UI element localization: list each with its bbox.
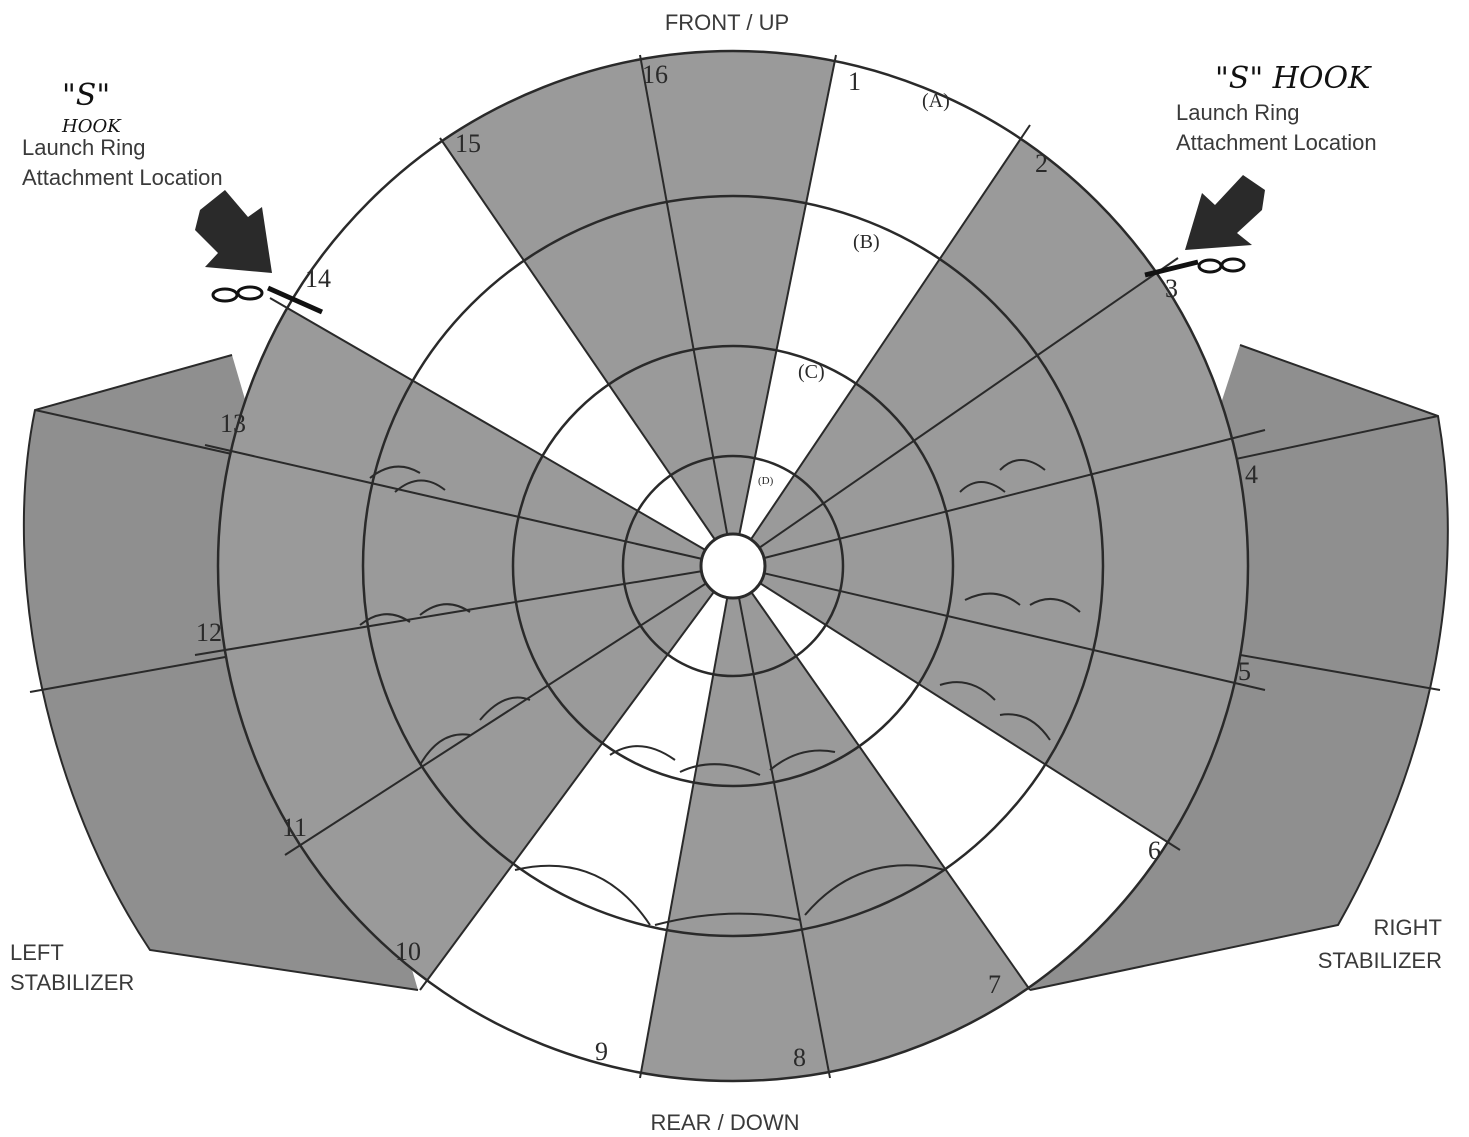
right-hook-label-line2: Attachment Location [1176,130,1377,155]
shaded-gore [218,420,733,673]
shaded-gore [621,566,850,1081]
gore-seam [439,137,734,567]
gore-number-16: 16 [642,60,668,89]
gore-number-1: 1 [848,67,861,96]
left-stabilizer-label-line2: STABILIZER [10,970,134,995]
gore-seam [732,257,1179,567]
ring-label-b: (B) [853,231,880,253]
gore-seam [732,565,1181,851]
vent-hole [699,532,767,600]
gore-seam [639,54,734,567]
gore-seam [194,565,734,656]
gore-number-4: 4 [1245,460,1258,489]
shaded-gore [621,51,857,566]
gore-number-12: 12 [196,618,222,647]
gore-seam [419,565,734,991]
right-stabilizer-label-line1: RIGHT [1374,915,1442,940]
ring-c-outline [511,344,955,788]
left-hook-label-line2: Attachment Location [22,165,223,190]
ring-label-a: (A) [922,90,950,112]
gore-number-10: 10 [395,937,421,966]
left-hook-handwritten-s: "S" [62,78,110,113]
gore-number-7: 7 [988,970,1001,999]
right-hook-handwritten: "S" HOOK [1215,61,1372,96]
left-stabilizer-label-line1: LEFT [10,940,64,965]
gore-seam [732,54,837,567]
rear-down-label: REAR / DOWN [650,1110,799,1135]
ring-d-outline [621,454,845,678]
gore-number-9: 9 [595,1037,608,1066]
gore-seam [269,297,734,567]
ring-label-c: (C) [798,361,825,383]
shaded-gore [733,402,1248,715]
gore-seam [732,124,1031,567]
right-stabilizer-label-line2: STABILIZER [1318,948,1442,973]
gore-seams [194,54,1266,1079]
gore-number-15: 15 [455,129,481,158]
gore-seam [639,565,734,1079]
gore-seam [284,565,734,856]
right-hook-label-line1: Launch Ring [1176,100,1300,125]
gore-number-8: 8 [793,1043,806,1072]
left-attachment-arrow [195,190,324,315]
gore-number-14: 14 [305,264,331,293]
left-hook-handwritten-hook: HOOK [61,116,122,137]
gore-number-3: 3 [1165,274,1178,303]
ring-a-outline [216,49,1250,1083]
gore-seam [732,565,1266,691]
left-hook-label-line1: Launch Ring [22,135,146,160]
gore-number-6: 6 [1148,836,1161,865]
gore-seam [732,565,1031,991]
scallop-arcs [359,459,1081,926]
gore-number-11: 11 [282,813,307,842]
ring-label-d: (D) [758,475,774,487]
ring-b-outline [361,194,1105,938]
gore-seam [732,565,831,1079]
gore-number-5: 5 [1238,657,1251,686]
gore-number-13: 13 [220,409,246,438]
gore-number-2: 2 [1035,149,1048,178]
right-attachment-arrow [1144,175,1265,278]
front-up-label: FRONT / UP [665,10,789,35]
gore-seam [204,444,734,567]
gore-seam [732,429,1266,567]
